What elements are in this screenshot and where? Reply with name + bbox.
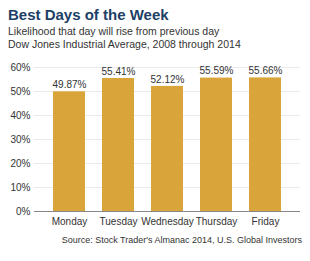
svg-text:50%: 50%: [10, 86, 30, 97]
svg-text:55.41%: 55.41%: [102, 66, 136, 77]
svg-text:Friday: Friday: [252, 216, 280, 227]
svg-text:20%: 20%: [10, 158, 30, 169]
svg-text:Thursday: Thursday: [196, 216, 238, 227]
svg-text:Monday: Monday: [52, 216, 88, 227]
svg-text:55.66%: 55.66%: [249, 65, 283, 76]
svg-text:60%: 60%: [10, 62, 30, 73]
html-text:Likelihood that day will rise: Likelihood that day will rise from previ…: [8, 25, 220, 37]
svg-text:30%: 30%: [10, 134, 30, 145]
svg-text:Tuesday: Tuesday: [100, 216, 138, 227]
svg-text:0%: 0%: [16, 206, 31, 217]
svg-text:10%: 10%: [10, 182, 30, 193]
svg-text:Wednesday: Wednesday: [141, 216, 194, 227]
svg-text:55.59%: 55.59%: [200, 65, 234, 76]
html-text:Dow Jones Industrial Average,: Dow Jones Industrial Average, 2008 throu…: [8, 38, 241, 50]
svg-text:49.87%: 49.87%: [53, 79, 87, 90]
html-text:Source: Stock Trader's Almanac: Source: Stock Trader's Almanac 2014, U.S…: [61, 235, 302, 245]
svg-text:52.12%: 52.12%: [151, 74, 185, 85]
svg-text:40%: 40%: [10, 110, 30, 121]
html-text:Best Days of the Week: Best Days of the Week: [8, 6, 169, 23]
